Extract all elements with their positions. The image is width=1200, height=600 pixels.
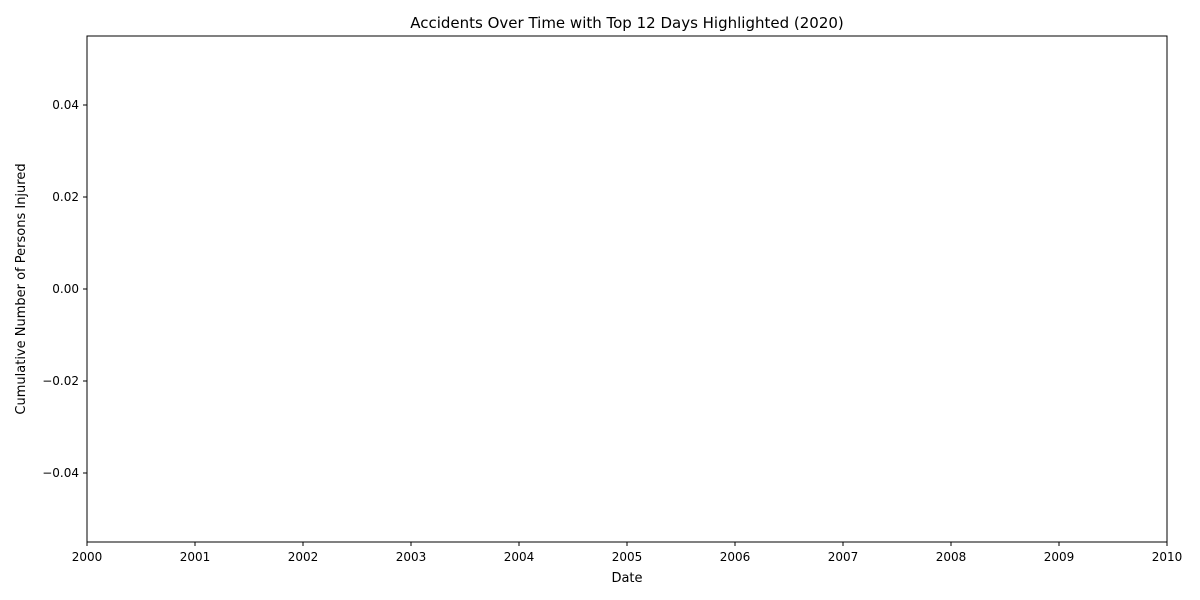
x-tick-label: 2006 <box>720 550 751 564</box>
y-tick-label: 0.02 <box>52 190 79 204</box>
x-tick-label: 2004 <box>504 550 535 564</box>
x-tick-label: 2000 <box>72 550 103 564</box>
y-tick-label: 0.00 <box>52 282 79 296</box>
y-tick-label: −0.02 <box>42 374 79 388</box>
y-tick-label: −0.04 <box>42 466 79 480</box>
plot-area <box>86 35 1168 543</box>
x-axis-label: Date <box>611 571 642 586</box>
y-axis-label: Cumulative Number of Persons Injured <box>14 163 29 414</box>
x-tick-label: 2007 <box>828 550 859 564</box>
x-tick-label: 2002 <box>288 550 319 564</box>
x-tick-label: 2010 <box>1152 550 1183 564</box>
x-tick-label: 2008 <box>936 550 967 564</box>
y-tick-label: 0.04 <box>52 98 79 112</box>
chart-title: Accidents Over Time with Top 12 Days Hig… <box>410 14 844 32</box>
x-tick-label: 2009 <box>1044 550 1075 564</box>
x-tick-label: 2005 <box>612 550 643 564</box>
x-axis-ticks: 2000 2001 2002 2003 2004 2005 2006 2007 2008 2009… <box>72 542 1183 564</box>
x-tick-label: 2003 <box>396 550 427 564</box>
x-tick-label: 2001 <box>180 550 211 564</box>
y-axis-ticks: −0.04 −0.02 0.00 0.02 0.04 <box>42 98 87 480</box>
